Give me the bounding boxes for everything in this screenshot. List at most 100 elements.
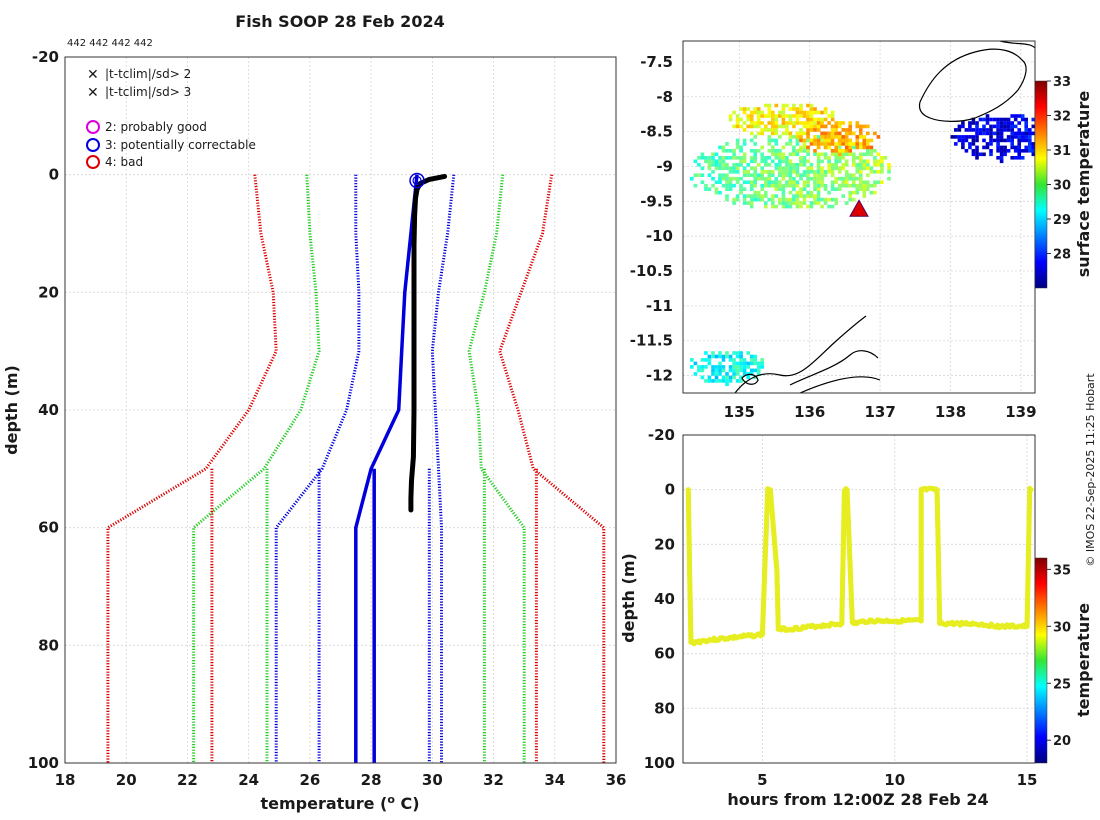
sst-cell	[792, 166, 796, 171]
sst-cell	[735, 379, 740, 383]
sst-cell	[855, 124, 860, 129]
sst-cell	[781, 124, 786, 129]
sst-cell	[749, 131, 754, 136]
sst-cell	[869, 166, 874, 171]
sst-cell	[813, 152, 817, 157]
sst-cell	[841, 121, 845, 125]
sst-cell	[781, 204, 786, 209]
sst-cell	[859, 152, 863, 157]
sst-cell	[999, 131, 1004, 136]
sst-cell	[756, 110, 761, 115]
sst-cell	[1024, 131, 1028, 136]
sst-cell	[1017, 156, 1021, 160]
sst-cell	[841, 180, 845, 184]
sst-cell	[837, 131, 842, 136]
sst-cell	[827, 163, 831, 167]
sst-cell	[764, 163, 768, 167]
profile-series-3-sd-high	[498, 174, 606, 763]
sst-cell	[989, 128, 993, 132]
sst-cell	[732, 166, 736, 171]
profile-flag-marker-inner	[412, 175, 422, 186]
sst-cell	[756, 131, 761, 136]
sst-cell	[795, 201, 800, 205]
sst-cell	[855, 176, 860, 181]
sst-cell	[771, 183, 775, 188]
sst-cell	[718, 145, 722, 150]
profile-xtick-label: 30	[422, 771, 443, 789]
sst-cell	[707, 375, 712, 380]
sst-cell	[739, 107, 743, 111]
sst-cell	[788, 166, 793, 171]
sst-cell	[999, 138, 1004, 143]
sst-cell	[816, 159, 821, 164]
sst-cell	[735, 142, 740, 146]
map-ytick-label: -9.5	[640, 192, 673, 210]
sst-cell	[792, 121, 796, 125]
sst-cell	[799, 176, 803, 181]
sst-cell	[774, 166, 779, 171]
sst-cell	[887, 170, 891, 174]
sst-cell	[728, 166, 733, 171]
sst-cell	[721, 183, 726, 188]
sst-cell	[802, 145, 807, 150]
sst-cell	[844, 170, 849, 174]
sst-cell	[767, 170, 772, 174]
sst-cell	[778, 156, 782, 160]
sst-cell	[816, 166, 821, 171]
sst-cell	[742, 138, 747, 143]
sst-cell	[760, 183, 764, 188]
sst-cell	[792, 114, 796, 118]
sst-cell	[968, 121, 972, 125]
sst-cell	[837, 183, 842, 188]
sst-cell	[820, 173, 824, 177]
sst-cell	[746, 375, 750, 380]
sst-cell	[771, 121, 775, 125]
sst-cell	[707, 163, 712, 167]
sst-cell	[714, 190, 719, 195]
sst-cell	[1010, 145, 1014, 150]
sst-cell	[1006, 117, 1011, 122]
sst-cell	[785, 124, 789, 129]
sst-cell	[792, 187, 796, 191]
sst-cell	[697, 368, 701, 373]
sst-cell	[711, 365, 715, 369]
sst-cell	[816, 163, 821, 167]
map-content	[690, 41, 1035, 393]
sst-cell	[753, 368, 757, 373]
sst-cell	[760, 187, 764, 191]
sst-cell	[802, 183, 807, 188]
sst-cell	[711, 152, 715, 157]
track-colorbar-tick-label: 20	[1053, 734, 1071, 749]
sst-cell	[837, 166, 842, 171]
sst-cell	[739, 187, 743, 191]
sst-cell	[834, 159, 838, 164]
profile-xtick-label: 26	[299, 771, 320, 789]
sst-cell	[866, 138, 870, 143]
sst-cell	[985, 145, 990, 150]
sst-cell	[739, 159, 743, 164]
sst-cell	[975, 152, 979, 157]
coastlines	[734, 41, 1035, 393]
sst-cell	[1003, 128, 1007, 132]
sst-cell	[809, 163, 814, 167]
sst-cell	[989, 117, 993, 122]
coast-png	[918, 48, 1027, 122]
sst-cell	[732, 170, 736, 174]
sst-cell	[732, 361, 736, 366]
sst-cell	[869, 183, 874, 188]
sst-cell	[739, 117, 743, 122]
sst-cell	[707, 166, 712, 171]
sst-cell	[732, 368, 736, 373]
sst-cell	[714, 354, 719, 359]
sst-cell	[802, 197, 807, 202]
sst-cell	[816, 110, 821, 115]
sst-cell	[834, 142, 838, 146]
sst-cell	[700, 180, 705, 184]
sst-cell	[1013, 114, 1018, 118]
sst-cell	[760, 166, 764, 171]
sst-cell	[859, 131, 863, 136]
sst-cell	[866, 159, 870, 164]
sst-cell	[739, 149, 743, 153]
sst-cell	[771, 159, 775, 164]
sst-cell	[795, 152, 800, 157]
